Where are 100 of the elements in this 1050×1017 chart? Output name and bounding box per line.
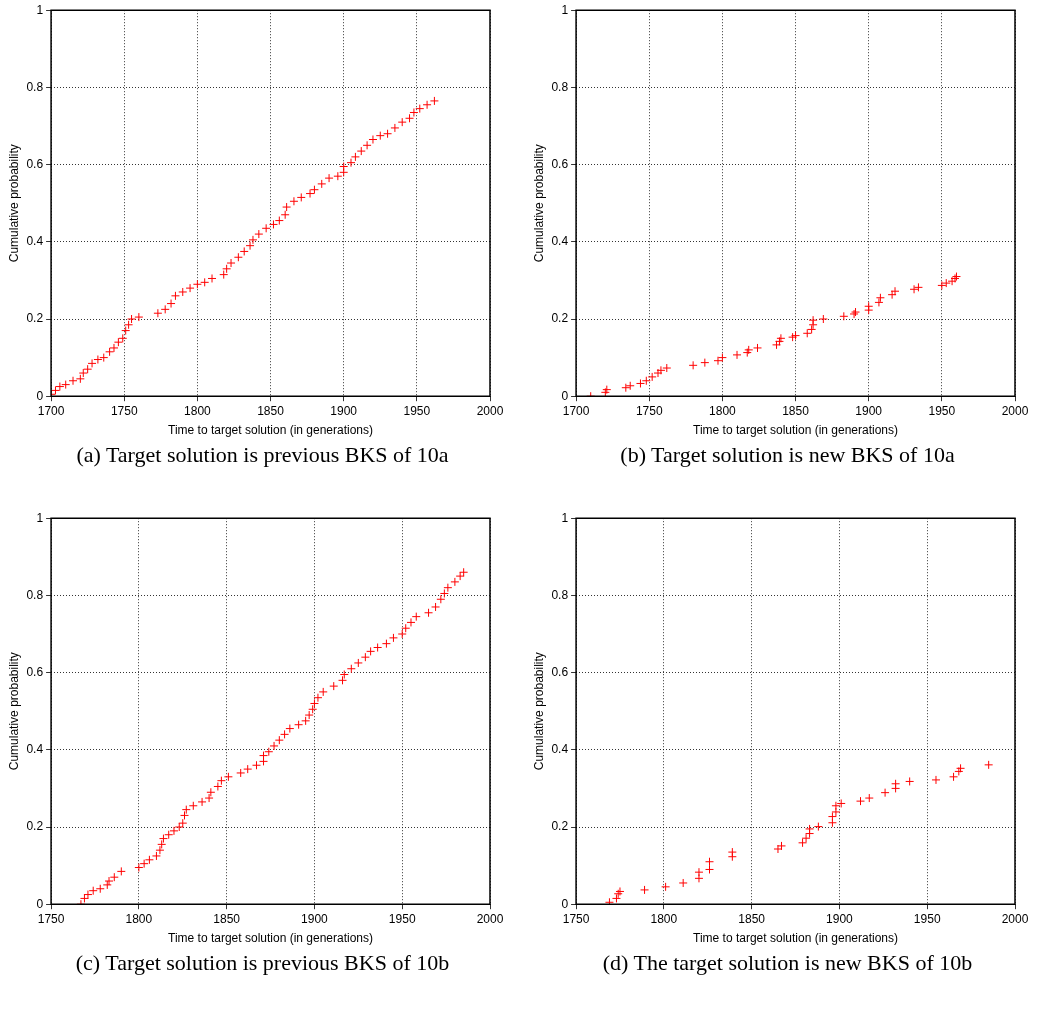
point <box>941 278 951 288</box>
y-tick-label: 0.4 <box>551 234 569 249</box>
point <box>839 311 849 321</box>
point <box>705 857 715 867</box>
y-tick-label: 0.8 <box>551 587 569 602</box>
point <box>984 760 994 770</box>
point <box>864 301 874 311</box>
y-tick-label: 0 <box>561 388 569 403</box>
x-tick-label: 1900 <box>855 403 883 418</box>
point <box>625 381 635 391</box>
point <box>773 844 783 854</box>
point <box>937 280 947 290</box>
y-tick-label: 1 <box>561 510 569 525</box>
y-tick-label: 0 <box>36 388 44 403</box>
point <box>777 841 786 851</box>
point <box>678 878 688 888</box>
y-tick-label: 1 <box>561 2 569 17</box>
y-tick-label: 0.6 <box>551 664 569 679</box>
y-tick-label: 0 <box>561 896 569 911</box>
point <box>717 353 727 363</box>
point <box>890 286 900 296</box>
x-tick-label: 2000 <box>1001 403 1029 418</box>
x-tick-label: 1950 <box>403 403 431 418</box>
y-tick-label: 0.4 <box>26 234 44 249</box>
x-tick-label: 1750 <box>635 403 663 418</box>
point <box>694 873 704 883</box>
y-tick-label: 0.2 <box>551 311 569 326</box>
y-axis-title: Cumulative probability <box>531 652 546 771</box>
y-tick-label: 0.2 <box>26 819 44 834</box>
x-tick-label: 1850 <box>257 403 285 418</box>
point <box>836 798 846 808</box>
point <box>640 885 650 895</box>
point <box>909 284 919 294</box>
point <box>949 772 959 782</box>
x-tick-label: 1700 <box>37 403 65 418</box>
point <box>753 343 762 353</box>
y-tick-label: 0.2 <box>26 311 44 326</box>
point <box>813 822 823 832</box>
point <box>905 776 915 786</box>
point <box>688 360 698 370</box>
x-tick-label: 1750 <box>562 911 590 926</box>
x-tick-label: 1800 <box>650 911 678 926</box>
y-tick-label: 0.8 <box>26 79 44 94</box>
point <box>808 315 818 325</box>
x-tick-label: 1950 <box>913 911 941 926</box>
y-tick-label: 1 <box>36 510 44 525</box>
x-tick-label: 1800 <box>709 403 737 418</box>
point <box>604 897 614 905</box>
x-tick-label: 1850 <box>738 911 766 926</box>
point <box>798 838 808 848</box>
y-tick-label: 0.8 <box>551 79 569 94</box>
y-tick-label: 0.4 <box>551 742 569 757</box>
y-tick-label: 0.2 <box>551 819 569 834</box>
point <box>891 779 901 789</box>
point <box>802 328 812 338</box>
text: (a) Target solution is previous BKS of 10a <box>75 442 450 468</box>
x-tick-label: 2000 <box>1001 911 1029 926</box>
point <box>611 893 621 903</box>
x-tick-label: 2000 <box>476 911 504 926</box>
point <box>772 340 782 350</box>
x-tick-label: 1850 <box>782 403 810 418</box>
point <box>694 867 704 877</box>
y-tick-label: 0.8 <box>26 587 44 602</box>
y-axis-title: Cumulative probability <box>6 144 21 263</box>
point <box>947 276 957 286</box>
x-tick-label: 1750 <box>37 911 65 926</box>
x-axis-title: Time to target solution (in generations) <box>693 931 899 946</box>
point <box>875 293 885 303</box>
point <box>641 376 651 386</box>
text: (b) Target solution is new BKS of 10a <box>619 442 956 468</box>
x-axis-title: Time to target solution (in generations) <box>168 423 374 438</box>
point <box>801 833 811 843</box>
text: (d) The target solution is new BKS of 10b <box>601 950 974 976</box>
point <box>931 775 941 785</box>
y-tick-label: 0.4 <box>26 742 44 757</box>
x-tick-label: 2000 <box>476 403 504 418</box>
point <box>727 847 737 857</box>
point <box>827 812 837 822</box>
point <box>647 372 657 382</box>
point <box>713 356 723 366</box>
point <box>874 297 884 307</box>
point <box>880 788 890 798</box>
x-tick-label: 1700 <box>562 403 590 418</box>
point <box>662 363 672 373</box>
y-tick-label: 1 <box>36 2 44 17</box>
point <box>621 383 631 393</box>
x-tick-label: 1800 <box>184 403 212 418</box>
y-tick-label: 0.6 <box>551 156 569 171</box>
y-axis-title: Cumulative probability <box>6 652 21 771</box>
x-tick-label: 1750 <box>110 403 138 418</box>
x-tick-label: 1850 <box>213 911 241 926</box>
point <box>700 358 710 368</box>
point <box>635 378 645 388</box>
x-axis-title: Time to target solution (in generations) <box>168 931 374 946</box>
point <box>818 314 828 324</box>
point <box>661 882 671 892</box>
point <box>856 796 865 806</box>
x-tick-label: 1950 <box>928 403 956 418</box>
point <box>805 824 815 834</box>
point <box>864 793 874 803</box>
